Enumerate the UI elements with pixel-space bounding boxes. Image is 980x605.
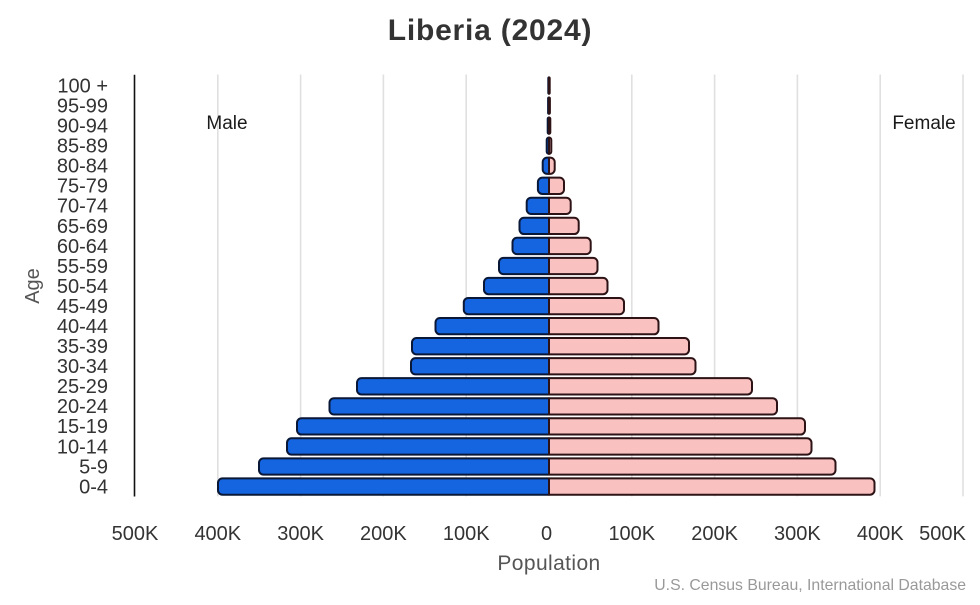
svg-text:65-69: 65-69 [57, 216, 108, 238]
svg-text:400K: 400K [194, 523, 241, 545]
svg-text:100 +: 100 + [57, 75, 108, 97]
svg-text:40-44: 40-44 [57, 316, 108, 338]
svg-text:70-74: 70-74 [57, 196, 108, 218]
svg-text:60-64: 60-64 [57, 236, 108, 258]
svg-text:15-19: 15-19 [57, 416, 108, 438]
svg-text:0-4: 0-4 [79, 476, 108, 498]
svg-text:Female: Female [892, 113, 955, 134]
svg-text:80-84: 80-84 [57, 156, 108, 178]
svg-text:500K: 500K [112, 523, 159, 545]
svg-text:45-49: 45-49 [57, 296, 108, 318]
svg-text:400K: 400K [857, 523, 904, 545]
svg-text:35-39: 35-39 [57, 336, 108, 358]
svg-text:300K: 300K [774, 523, 821, 545]
svg-text:90-94: 90-94 [57, 116, 108, 138]
svg-text:100K: 100K [443, 523, 490, 545]
svg-text:55-59: 55-59 [57, 256, 108, 278]
svg-text:Age: Age [22, 268, 44, 304]
svg-text:300K: 300K [277, 523, 324, 545]
svg-text:25-29: 25-29 [57, 376, 108, 398]
svg-text:500K: 500K [919, 523, 966, 545]
svg-text:75-79: 75-79 [57, 176, 108, 198]
svg-text:200K: 200K [691, 523, 738, 545]
svg-text:0: 0 [541, 523, 552, 545]
svg-text:Liberia (2024): Liberia (2024) [388, 14, 593, 47]
svg-text:5-9: 5-9 [79, 456, 108, 478]
svg-text:200K: 200K [360, 523, 407, 545]
svg-text:100K: 100K [608, 523, 655, 545]
svg-text:30-34: 30-34 [57, 356, 108, 378]
svg-text:U.S. Census Bureau, Internatio: U.S. Census Bureau, International Databa… [654, 577, 966, 594]
svg-text:85-89: 85-89 [57, 136, 108, 158]
svg-text:10-14: 10-14 [57, 436, 108, 458]
svg-text:Population: Population [497, 552, 600, 575]
svg-text:95-99: 95-99 [57, 96, 108, 118]
svg-text:Male: Male [206, 113, 247, 134]
svg-text:50-54: 50-54 [57, 276, 108, 298]
svg-text:20-24: 20-24 [57, 396, 108, 418]
